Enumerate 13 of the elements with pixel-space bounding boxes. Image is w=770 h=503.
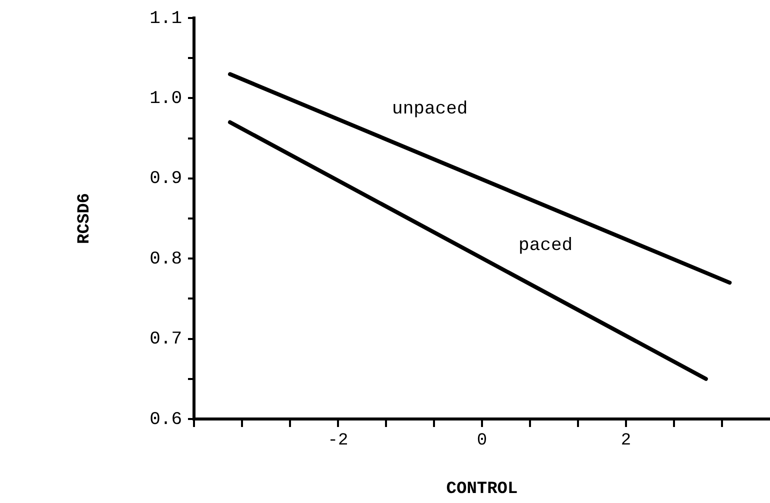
y-tick-label: 0.6 bbox=[150, 410, 182, 430]
x-axis-title: CONTROL bbox=[446, 480, 518, 500]
y-axis-title: RCSD6 bbox=[75, 192, 94, 244]
y-tick-label: 1.0 bbox=[150, 88, 182, 109]
x-tick-label: 2 bbox=[620, 432, 632, 451]
x-tick-label: 0 bbox=[476, 432, 488, 451]
series-label: paced bbox=[518, 236, 573, 256]
y-tick-label: 0.7 bbox=[150, 330, 182, 350]
x-tick-label: -2 bbox=[328, 432, 348, 451]
y-tick-label: 0.8 bbox=[150, 249, 182, 270]
y-tick-label: 0.9 bbox=[150, 169, 182, 190]
series-label: unpaced bbox=[392, 99, 468, 120]
y-tick-label: 1.1 bbox=[150, 8, 182, 29]
